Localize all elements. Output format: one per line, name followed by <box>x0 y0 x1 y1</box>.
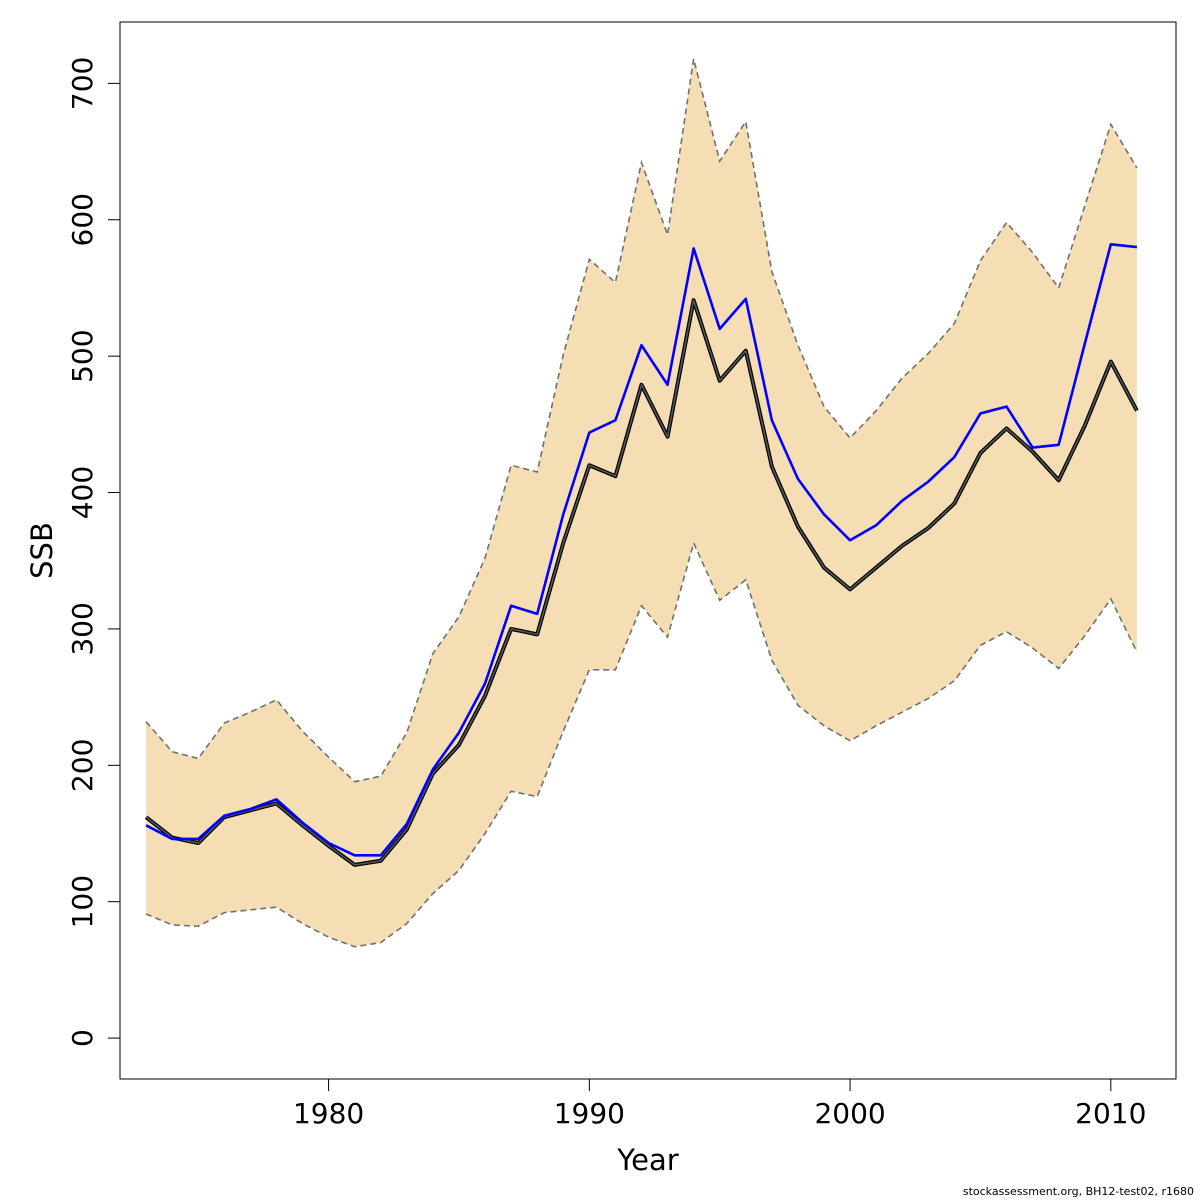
confidence-band <box>145 58 1138 948</box>
band-fill <box>146 58 1137 947</box>
x-tick-label-1: 1990 <box>554 1097 625 1130</box>
lower-bound-line <box>145 540 1138 948</box>
y-tick-label-2: 200 <box>66 739 99 792</box>
blue-line <box>145 243 1138 857</box>
y-tick-label-1: 100 <box>66 875 99 928</box>
y-tick-label-5: 500 <box>66 329 99 382</box>
y-tick-label-7: 700 <box>66 57 99 110</box>
y-tick-label-3: 300 <box>66 602 99 655</box>
estimate-line <box>145 299 1138 866</box>
x-tick-label-2: 2000 <box>814 1097 885 1130</box>
y-tick-label-6: 600 <box>66 193 99 246</box>
x-tick-label-3: 2010 <box>1075 1097 1146 1130</box>
y-axis-title: SSB <box>25 522 59 579</box>
x-tick-label-0: 1980 <box>293 1097 364 1130</box>
series-lines <box>144 243 1139 867</box>
upper-bound-line <box>145 58 1138 783</box>
axes: 1980 1990 2000 2010 0 100 200 300 400 500 600 700 <box>66 57 1146 1130</box>
y-tick-label-4: 400 <box>66 466 99 519</box>
y-tick-label-0: 0 <box>66 1029 99 1047</box>
x-axis-title: Year <box>616 1143 678 1177</box>
footer-caption: stockassessment.org, BH12-test02, r1680 <box>962 1185 1194 1198</box>
